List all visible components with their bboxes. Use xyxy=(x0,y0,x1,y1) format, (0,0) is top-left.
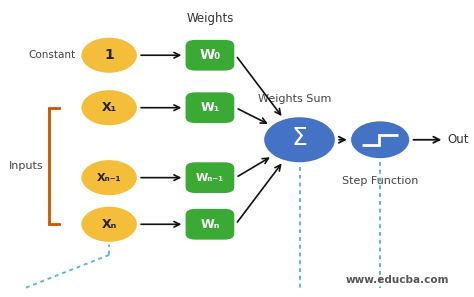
FancyBboxPatch shape xyxy=(184,208,236,241)
Text: X₁: X₁ xyxy=(101,101,117,114)
Text: Wₙ: Wₙ xyxy=(200,218,219,231)
Text: Out: Out xyxy=(448,133,469,146)
FancyBboxPatch shape xyxy=(184,91,236,124)
Text: Xₙ: Xₙ xyxy=(101,218,117,231)
Text: Weights Sum: Weights Sum xyxy=(258,94,332,104)
Text: Constant: Constant xyxy=(28,50,75,60)
Text: Wₙ₋₁: Wₙ₋₁ xyxy=(196,173,224,183)
Text: www.educba.com: www.educba.com xyxy=(346,276,449,285)
Text: Xₙ₋₁: Xₙ₋₁ xyxy=(97,173,121,183)
Text: Weights: Weights xyxy=(186,12,234,25)
Circle shape xyxy=(80,89,138,127)
Text: Step Function: Step Function xyxy=(342,176,419,186)
Circle shape xyxy=(80,205,138,243)
Text: Inputs: Inputs xyxy=(9,161,43,171)
Text: W₁: W₁ xyxy=(201,101,219,114)
Circle shape xyxy=(350,120,410,159)
FancyBboxPatch shape xyxy=(184,161,236,195)
Text: $\Sigma$: $\Sigma$ xyxy=(292,126,308,150)
Circle shape xyxy=(80,36,138,74)
Circle shape xyxy=(80,159,138,197)
Circle shape xyxy=(263,116,336,164)
Text: W₀: W₀ xyxy=(199,48,220,62)
Text: 1: 1 xyxy=(104,48,114,62)
FancyBboxPatch shape xyxy=(184,39,236,72)
